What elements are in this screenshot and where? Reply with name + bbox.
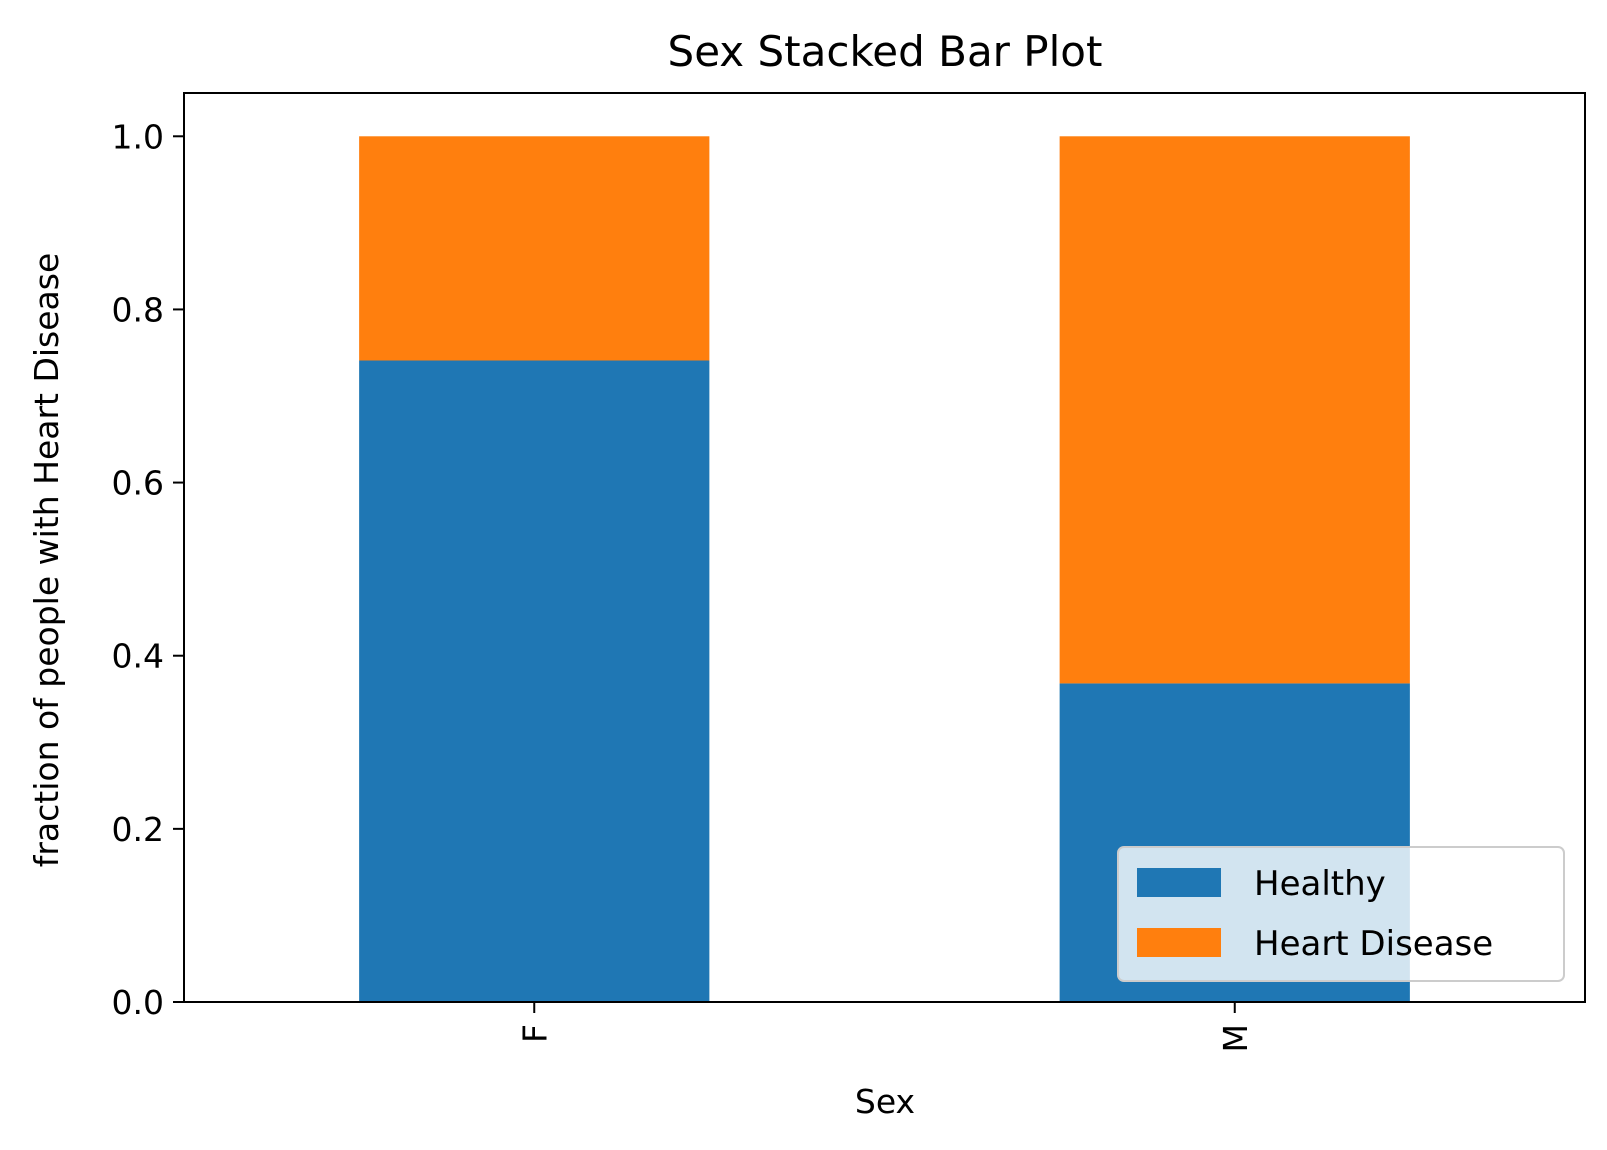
y-tick-label: 0.2 (112, 810, 164, 849)
y-tick-label: 0.6 (112, 464, 164, 503)
legend-swatch-healthy (1137, 868, 1221, 897)
legend-label-healthy: Healthy (1254, 864, 1386, 904)
y-tick-label: 1.0 (112, 117, 164, 156)
y-ticks: 0.0 0.2 0.4 0.6 0.8 1.0 (112, 117, 184, 1022)
y-tick-label: 0.0 (112, 983, 164, 1022)
y-axis-label: fraction of people with Heart Disease (27, 253, 66, 868)
bar-f-heart-disease (359, 136, 710, 361)
bar-f-healthy (359, 360, 710, 1002)
legend: Healthy Heart Disease (1117, 846, 1565, 982)
axes (183, 92, 1586, 1003)
legend-box (1117, 846, 1565, 982)
bars (359, 136, 1410, 1002)
plot-frame (183, 92, 1586, 1003)
chart-title: Sex Stacked Bar Plot (668, 27, 1103, 76)
bar-m-heart-disease (1059, 136, 1410, 684)
x-tick-label: M (1216, 1024, 1255, 1052)
y-tick-label: 0.4 (112, 637, 164, 676)
x-tick-label: F (515, 1024, 554, 1043)
y-tick-label: 0.8 (112, 290, 164, 329)
x-axis-label: Sex (855, 1082, 915, 1121)
legend-swatch-heart-disease (1137, 928, 1221, 957)
legend-label-heart-disease: Heart Disease (1254, 924, 1493, 964)
